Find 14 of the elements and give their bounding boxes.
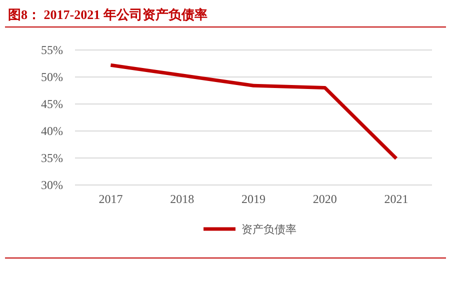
- y-tick-label: 55%: [41, 43, 63, 57]
- y-tick-label: 30%: [41, 178, 63, 192]
- legend-label: 资产负债率: [242, 223, 296, 236]
- x-tick-label: 2019: [242, 192, 266, 206]
- line-series: [108, 63, 398, 160]
- y-tick-label: 50%: [41, 70, 63, 84]
- x-tick-label: 2018: [170, 192, 194, 206]
- x-tick-label: 2021: [384, 192, 408, 206]
- x-tick-label: 2020: [312, 192, 337, 206]
- chart-title: 图8： 2017-2021 年公司资产负债率: [8, 7, 208, 22]
- x-tick-label: 2017: [98, 192, 123, 206]
- y-tick-label: 35%: [41, 151, 63, 165]
- y-tick-label: 45%: [41, 97, 63, 111]
- y-tick-label: 40%: [41, 124, 63, 138]
